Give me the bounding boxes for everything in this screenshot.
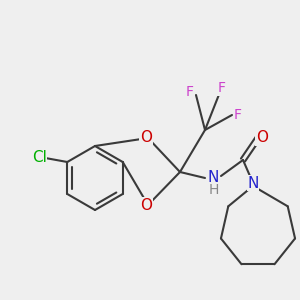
- Text: H: H: [209, 183, 219, 197]
- Text: F: F: [234, 108, 242, 122]
- Text: O: O: [140, 197, 152, 212]
- Text: O: O: [256, 130, 268, 146]
- Text: N: N: [247, 176, 259, 190]
- Text: F: F: [186, 85, 194, 99]
- Text: F: F: [218, 81, 226, 95]
- Text: N: N: [207, 170, 219, 185]
- Text: Cl: Cl: [32, 149, 47, 164]
- Text: O: O: [140, 130, 152, 146]
